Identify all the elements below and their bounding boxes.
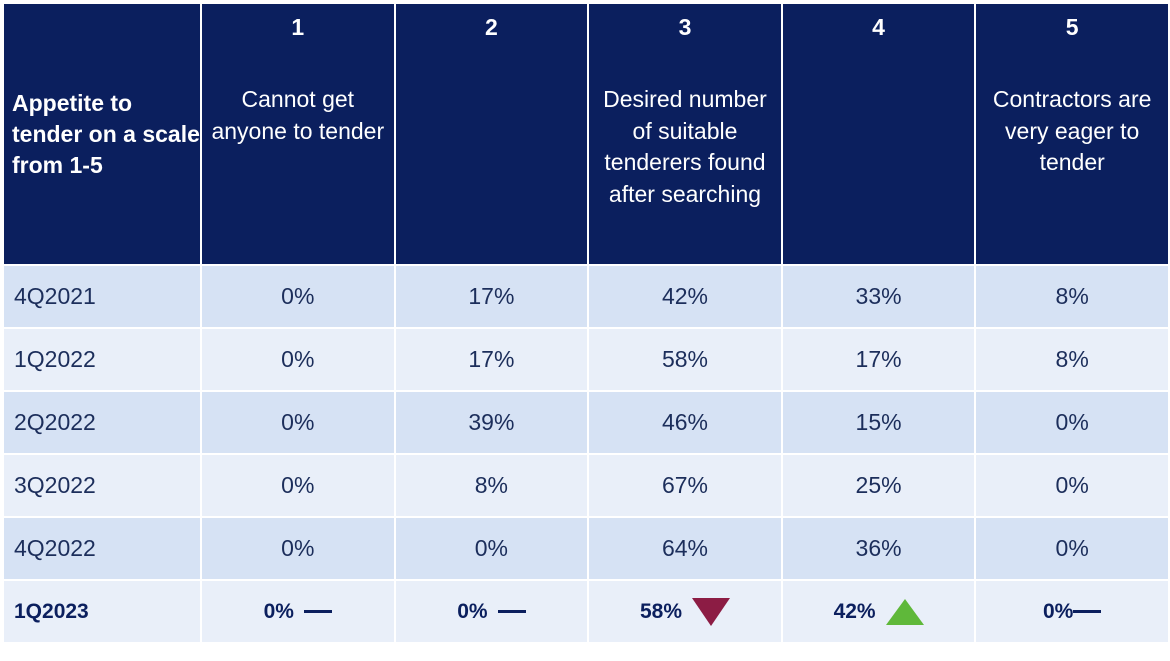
value-cell: 0% xyxy=(974,453,1170,518)
value-cell: 67% xyxy=(587,453,783,518)
table-row: 4Q2021 0% 17% 42% 33% 8% xyxy=(2,264,1170,329)
value-cell: 58% xyxy=(587,579,783,644)
value-cell: 0% xyxy=(393,579,590,644)
value-cell: 0% xyxy=(200,453,396,518)
table-body: 4Q2021 0% 17% 42% 33% 8% 1Q2022 0% 17% 5… xyxy=(2,264,1170,644)
value-cell: 0% xyxy=(974,579,1170,644)
header-col-4-number: 4 xyxy=(872,14,885,40)
down-triangle-icon xyxy=(692,597,730,626)
value-text: 58% xyxy=(639,599,682,623)
header-col-1: 1 Cannot get anyone to tender xyxy=(200,2,396,266)
value-cell: 25% xyxy=(780,453,977,518)
value-cell: 42% xyxy=(780,579,977,644)
value-cell: 17% xyxy=(393,264,590,329)
flat-trend-icon xyxy=(497,610,526,613)
header-col-5: 5 Contractors are very eager to tender xyxy=(974,2,1170,266)
row-label: 4Q2022 xyxy=(2,516,202,581)
table-row: 3Q2022 0% 8% 67% 25% 0% xyxy=(2,453,1170,518)
value-cell: 0% xyxy=(974,516,1170,581)
value-cell: 46% xyxy=(587,390,783,455)
header-col-1-number: 1 xyxy=(291,14,305,40)
value-cell: 64% xyxy=(587,516,783,581)
row-label: 4Q2021 xyxy=(2,264,202,329)
header-col-2-number: 2 xyxy=(484,14,498,40)
flat-trend-icon xyxy=(1073,610,1102,613)
value-text: 0% xyxy=(457,599,488,623)
value-cell: 33% xyxy=(780,264,977,329)
header-col-3: 3 Desired number of suitable tenderers f… xyxy=(587,2,783,266)
value-cell: 0% xyxy=(974,390,1170,455)
value-cell: 42% xyxy=(587,264,783,329)
value-text: 42% xyxy=(833,599,876,623)
header-col-2-description xyxy=(396,54,588,84)
row-label: 1Q2023 xyxy=(2,579,202,644)
value-cell: 17% xyxy=(780,327,977,392)
flat-trend-icon xyxy=(303,610,332,613)
table-row: 1Q2022 0% 17% 58% 17% 8% xyxy=(2,327,1170,392)
value-cell: 0% xyxy=(200,390,396,455)
header-col-3-number: 3 xyxy=(678,14,692,40)
header-col-4: 4 xyxy=(780,2,977,266)
header-col-2: 2 xyxy=(393,2,590,266)
value-cell: 8% xyxy=(393,453,590,518)
header-col-1-description: Cannot get anyone to tender xyxy=(211,86,385,144)
table-row-latest: 1Q2023 0% 0% 58% 42% 0% xyxy=(2,579,1170,644)
row-label: 2Q2022 xyxy=(2,390,202,455)
tender-appetite-table: Appetite to tender on a scale from 1-5 1… xyxy=(2,2,1170,644)
value-cell: 36% xyxy=(780,516,977,581)
value-cell: 39% xyxy=(393,390,590,455)
value-cell: 0% xyxy=(200,327,396,392)
row-label: 3Q2022 xyxy=(2,453,202,518)
value-cell: 58% xyxy=(587,327,783,392)
header-col-3-description: Desired number of suitable tenderers fou… xyxy=(603,86,767,207)
value-text: 0% xyxy=(1042,599,1074,623)
corner-label: Appetite to tender on a scale from 1-5 xyxy=(2,2,202,266)
value-cell: 8% xyxy=(974,264,1170,329)
table-row: 2Q2022 0% 39% 46% 15% 0% xyxy=(2,390,1170,455)
value-cell: 8% xyxy=(974,327,1170,392)
value-cell: 15% xyxy=(780,390,977,455)
value-cell: 0% xyxy=(200,264,396,329)
header-col-5-description: Contractors are very eager to tender xyxy=(992,86,1152,175)
up-triangle-icon xyxy=(885,598,924,625)
header-col-5-number: 5 xyxy=(1065,14,1079,40)
table-row: 4Q2022 0% 0% 64% 36% 0% xyxy=(2,516,1170,581)
value-cell: 0% xyxy=(393,516,590,581)
row-label: 1Q2022 xyxy=(2,327,202,392)
header-col-4-description xyxy=(783,54,975,84)
value-text: 0% xyxy=(263,599,294,623)
table-header: Appetite to tender on a scale from 1-5 1… xyxy=(2,2,1170,266)
value-cell: 0% xyxy=(200,579,396,644)
value-cell: 17% xyxy=(393,327,590,392)
value-cell: 0% xyxy=(200,516,396,581)
